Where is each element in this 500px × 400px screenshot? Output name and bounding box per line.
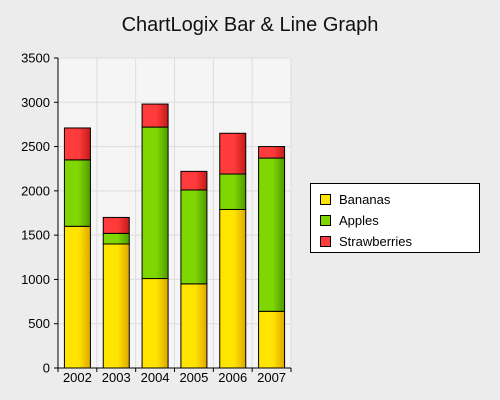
bar-strawberries-2004 [141, 103, 169, 128]
bar-strawberries-2005 [180, 170, 208, 191]
legend-label-bananas: Bananas [339, 192, 391, 207]
legend-item-apples: Apples [320, 210, 479, 231]
bar-apples-2005 [180, 189, 208, 285]
bar-apples-2007 [258, 157, 286, 312]
legend-swatch-apples [320, 215, 331, 226]
bar-bananas-2006 [219, 208, 247, 369]
bar-bananas-2002 [63, 225, 91, 369]
legend-label-strawberries: Strawberries [339, 234, 412, 249]
legend-swatch-strawberries [320, 236, 331, 247]
x-tick-label: 2006 [218, 370, 247, 385]
x-tick-label: 2007 [257, 370, 286, 385]
bar-apples-2006 [219, 173, 247, 210]
bar-strawberries-2002 [63, 127, 91, 161]
legend-swatch-bananas [320, 194, 331, 205]
bar-bananas-2007 [258, 310, 286, 369]
bar-apples-2003 [102, 232, 130, 245]
y-tick-label: 2500 [21, 139, 50, 154]
y-tick-label: 3500 [21, 51, 50, 66]
y-tick-label: 2000 [21, 183, 50, 198]
bar-bananas-2005 [180, 283, 208, 369]
y-tick-label: 3000 [21, 95, 50, 110]
y-tick-label: 1500 [21, 228, 50, 243]
bar-apples-2002 [63, 159, 91, 227]
y-tick-label: 500 [28, 316, 50, 331]
bar-strawberries-2006 [219, 132, 247, 175]
y-tick-label: 0 [43, 361, 50, 376]
x-tick-label: 2003 [102, 370, 131, 385]
legend: Bananas Apples Strawberries [310, 183, 480, 253]
x-tick-label: 2005 [179, 370, 208, 385]
legend-item-bananas: Bananas [320, 189, 479, 210]
bar-strawberries-2007 [258, 146, 286, 159]
bar-strawberries-2003 [102, 216, 130, 234]
x-tick-label: 2004 [141, 370, 170, 385]
x-tick-label: 2002 [63, 370, 92, 385]
legend-label-apples: Apples [339, 213, 379, 228]
y-tick-label: 1000 [21, 272, 50, 287]
bar-bananas-2004 [141, 278, 169, 369]
y-axis-ticks: 0 500 1000 1500 2000 2500 3000 3500 [21, 51, 58, 376]
bar-apples-2004 [141, 126, 169, 280]
bar-bananas-2003 [102, 243, 130, 369]
legend-item-strawberries: Strawberries [320, 231, 479, 252]
chart-title: ChartLogix Bar & Line Graph [121, 14, 379, 36]
x-axis-ticks: 2002 2003 2004 2005 2006 2007 [57, 368, 292, 385]
